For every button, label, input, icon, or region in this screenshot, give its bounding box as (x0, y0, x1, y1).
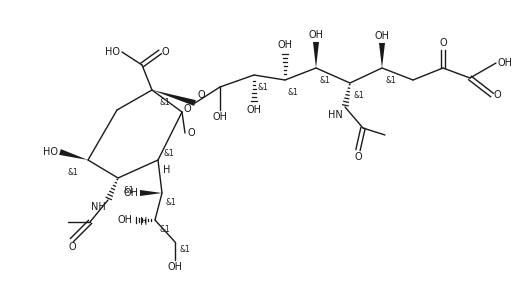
Polygon shape (379, 43, 385, 68)
Text: HO: HO (43, 147, 58, 157)
Text: OH: OH (278, 40, 293, 50)
Text: OH: OH (247, 105, 262, 115)
Polygon shape (313, 42, 319, 68)
Text: OH: OH (123, 188, 138, 198)
Text: &1: &1 (159, 225, 170, 234)
Text: O: O (187, 128, 195, 138)
Text: OH: OH (375, 31, 389, 41)
Text: &1: &1 (385, 76, 396, 85)
Text: H: H (140, 217, 147, 227)
Text: &1: &1 (166, 198, 177, 207)
Text: &1: &1 (67, 168, 78, 177)
Text: O: O (68, 242, 76, 252)
Text: OH: OH (168, 262, 183, 272)
Text: &1: &1 (288, 88, 299, 97)
Text: HN: HN (328, 110, 343, 120)
Text: O: O (162, 47, 170, 57)
Polygon shape (152, 90, 196, 106)
Text: &1: &1 (160, 98, 171, 107)
Text: NH: NH (91, 202, 106, 212)
Text: &1: &1 (353, 91, 364, 100)
Text: O: O (354, 152, 362, 162)
Text: &1: &1 (319, 76, 330, 85)
Text: &1: &1 (257, 83, 268, 92)
Text: O: O (197, 90, 204, 100)
Text: OH: OH (498, 58, 513, 68)
Text: OH: OH (308, 30, 323, 40)
Text: &1: &1 (123, 186, 134, 195)
Text: &1: &1 (179, 245, 190, 254)
Polygon shape (140, 190, 162, 196)
Text: OH: OH (212, 112, 227, 122)
Text: O: O (184, 104, 192, 114)
Text: H: H (163, 165, 170, 175)
Text: OH: OH (118, 215, 133, 225)
Text: &1: &1 (163, 149, 174, 158)
Polygon shape (59, 149, 88, 160)
Text: HO: HO (105, 47, 120, 57)
Text: O: O (439, 38, 447, 48)
Text: O: O (494, 90, 502, 100)
